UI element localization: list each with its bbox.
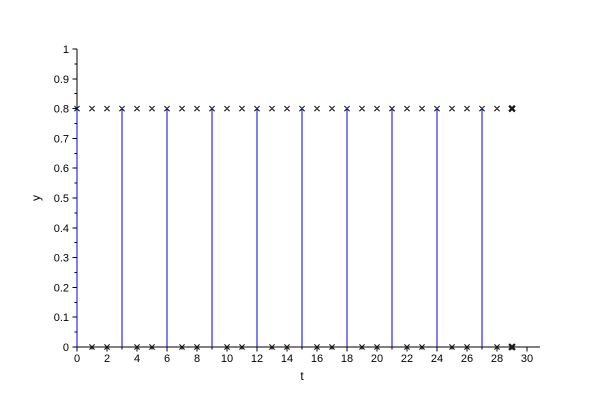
y-tick-label: 0.2 xyxy=(54,282,69,294)
y-tick-label: 0.9 xyxy=(54,74,69,86)
x-tick-label: 30 xyxy=(521,353,533,365)
x-tick-label: 24 xyxy=(431,353,443,365)
y-tick-label: 0.4 xyxy=(54,223,69,235)
y-tick-label: 0 xyxy=(63,342,69,354)
x-tick-label: 10 xyxy=(221,353,233,365)
x-tick-label: 14 xyxy=(281,353,293,365)
y-tick-label: 0.5 xyxy=(54,193,69,205)
signal-samples-at-0p8-markers xyxy=(74,105,515,112)
y-tick-label: 0.1 xyxy=(54,312,69,324)
emphasized-x-marker xyxy=(508,343,516,351)
tick-labels: 0 2 4 6 8 10 12 14 16 18 20 22 24 26 28 3000.10.20.30.4… xyxy=(54,44,533,365)
x-tick-label: 0 xyxy=(74,353,80,365)
y-tick-label: 0.6 xyxy=(54,163,69,175)
x-tick-label: 8 xyxy=(194,353,200,365)
x-tick-label: 22 xyxy=(401,353,413,365)
emphasized-x-marker xyxy=(508,104,516,113)
x-tick-label: 28 xyxy=(491,353,503,365)
x-tick-label: 26 xyxy=(461,353,473,365)
x-tick-label: 2 xyxy=(104,353,110,365)
x-tick-label: 18 xyxy=(341,353,353,365)
axes xyxy=(72,48,540,352)
x-axis-label: t xyxy=(300,369,304,383)
y-tick-label: 1 xyxy=(63,44,69,56)
x-tick-label: 6 xyxy=(164,353,170,365)
y-tick-label: 0.3 xyxy=(54,253,69,265)
zero-samples-markers xyxy=(89,344,515,350)
x-tick-label: 12 xyxy=(251,353,263,365)
x-tick-label: 20 xyxy=(371,353,383,365)
y-axis-label: y xyxy=(29,195,43,201)
y-tick-label: 0.8 xyxy=(54,104,69,116)
y-tick-label: 0.7 xyxy=(54,133,69,145)
stem-series xyxy=(76,108,483,347)
x-tick-label: 16 xyxy=(311,353,323,365)
x-tick-label: 4 xyxy=(134,353,140,365)
